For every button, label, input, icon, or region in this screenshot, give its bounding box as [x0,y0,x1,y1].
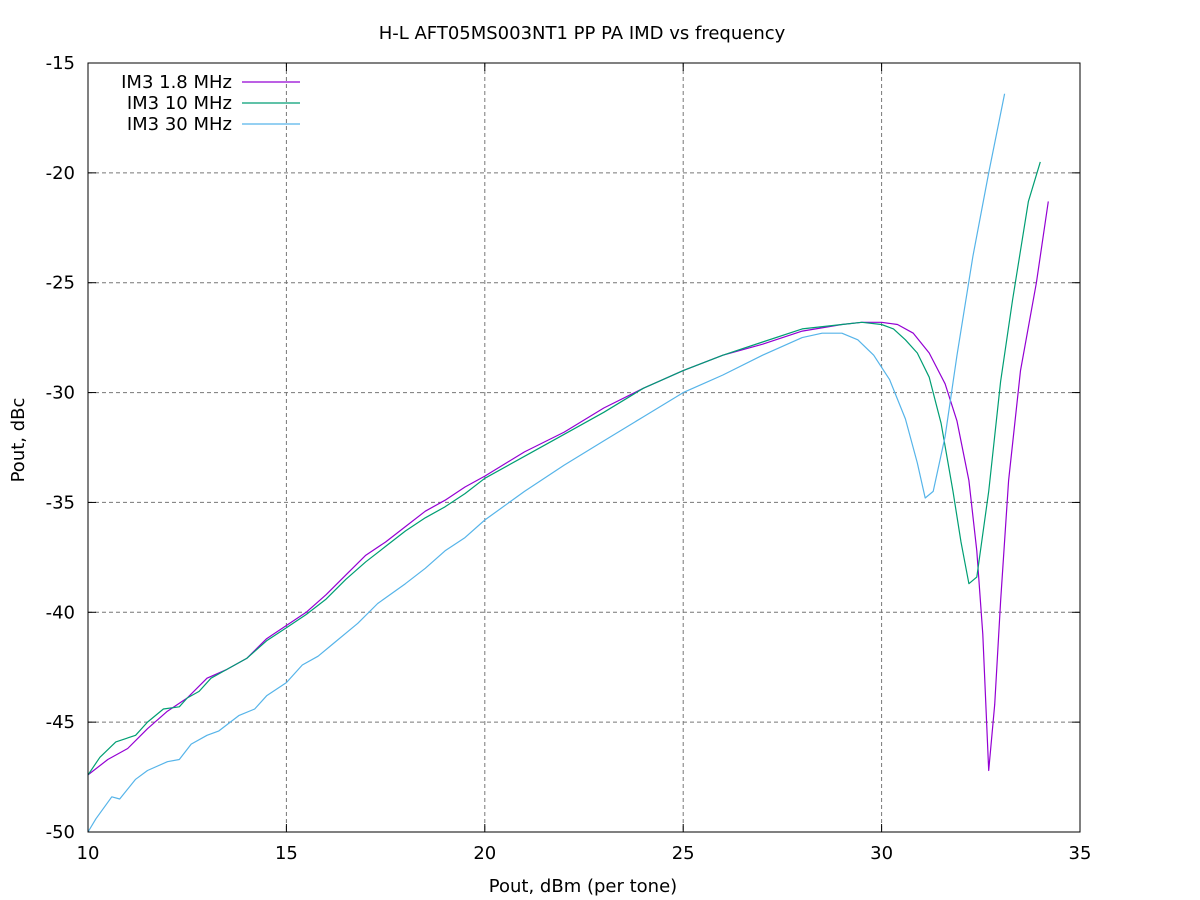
legend-label: IM3 10 MHz [127,93,232,114]
y-tick-label: -50 [46,822,75,843]
series-line-3 [87,93,1006,833]
x-axis-label: Pout, dBm (per tone) [489,876,677,897]
ticks: 10 15 20 25 30 35 -15 -20 -25 -30 -35 -40 -45 -50 [46,53,1092,864]
series-line-2 [87,161,1041,776]
y-tick-label: -15 [46,53,75,74]
y-axis-label: Pout, dBc [8,398,29,483]
y-tick-label: -30 [46,383,75,404]
chart-title: H-L AFT05MS003NT1 PP PA IMD vs frequency [379,23,786,44]
x-tick-label: 15 [275,843,298,864]
x-tick-label: 10 [77,843,100,864]
x-tick-label: 20 [473,843,496,864]
y-tick-label: -25 [46,273,75,294]
legend-label: IM3 1.8 MHz [121,72,232,93]
x-tick-label: 30 [870,843,893,864]
x-tick-label: 25 [672,843,695,864]
series-layer [87,93,1049,833]
y-tick-label: -20 [46,163,75,184]
y-tick-label: -40 [46,602,75,623]
legend-label: IM3 30 MHz [127,114,232,135]
x-tick-label: 35 [1069,843,1092,864]
plot-frame [87,62,1081,833]
y-tick-label: -35 [46,492,75,513]
y-tick-label: -45 [46,712,75,733]
grid [88,63,1080,832]
